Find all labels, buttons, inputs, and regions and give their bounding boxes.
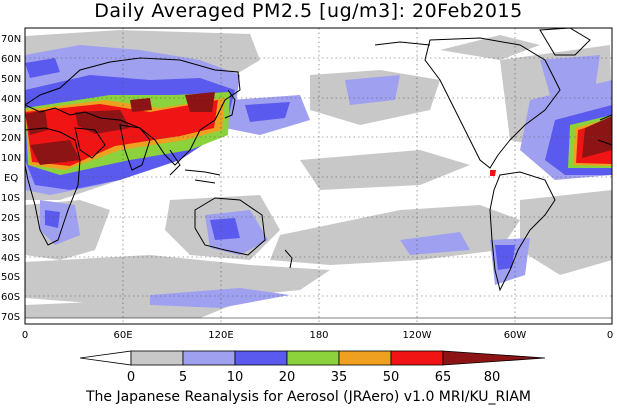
colorbar-segment xyxy=(390,350,444,366)
credit-line: The Japanese Reanalysis for Aerosol (JRA… xyxy=(85,389,532,405)
colorbar-tick-label: 20 xyxy=(279,370,296,385)
pm25-field xyxy=(25,30,612,318)
lat-label: EQ xyxy=(4,173,18,184)
lat-label: 20N xyxy=(1,133,21,144)
lat-label: 20S xyxy=(1,213,20,224)
colorbar-segment xyxy=(442,350,546,366)
lon-label: 180 xyxy=(309,330,328,341)
colorbar-tick-label: 65 xyxy=(435,370,452,385)
lon-label: 60W xyxy=(504,330,527,341)
coastlines xyxy=(25,28,612,319)
colorbar: 0 5 10 20 35 50 65 80 xyxy=(79,350,546,385)
colorbar-tick-label: 5 xyxy=(179,370,187,385)
lat-label: 30S xyxy=(1,233,20,244)
lon-label: 120W xyxy=(403,330,432,341)
colorbar-segment xyxy=(338,350,392,366)
lat-label: 10N xyxy=(1,153,21,164)
colorbar-tick-label: 0 xyxy=(127,370,135,385)
lon-label: 0 xyxy=(607,330,613,341)
page-title: Daily Averaged PM2.5 [ug/m3]: 20Feb2015 xyxy=(94,0,523,22)
lon-label: 0 xyxy=(22,330,28,341)
colorbar-tick-label: 10 xyxy=(227,370,244,385)
colorbar-segment xyxy=(182,350,236,366)
gridlines xyxy=(25,28,612,324)
lon-label: 60E xyxy=(113,330,132,341)
pm25-band-80-plus xyxy=(25,92,612,165)
lat-label: 60N xyxy=(1,54,21,65)
map-plot-area xyxy=(24,27,613,325)
colorbar-segment xyxy=(130,350,184,366)
lon-label: 120E xyxy=(208,330,233,341)
lat-label: 40S xyxy=(1,253,20,264)
map-frame xyxy=(24,27,613,325)
lat-label: 60S xyxy=(1,292,20,303)
lat-label: 10S xyxy=(1,193,20,204)
colorbar-segment xyxy=(79,350,132,366)
latitude-axis: 70N 60N 50N 40N 30N 20N 10N EQ 10S 20S 3… xyxy=(1,34,21,323)
lat-label: 50S xyxy=(1,272,20,283)
lat-label: 70N xyxy=(1,34,21,45)
lat-label: 40N xyxy=(1,94,21,105)
lat-label: 70S xyxy=(1,312,20,323)
colorbar-tick-label: 80 xyxy=(484,370,501,385)
colorbar-segment xyxy=(234,350,288,366)
lat-label: 30N xyxy=(1,114,21,125)
colorbar-segment xyxy=(286,350,340,366)
colorbar-tick-label: 50 xyxy=(383,370,400,385)
lat-label: 50N xyxy=(1,74,21,85)
longitude-axis: 0 60E 120E 180 120W 60W 0 xyxy=(22,330,613,341)
colorbar-tick-label: 35 xyxy=(331,370,348,385)
